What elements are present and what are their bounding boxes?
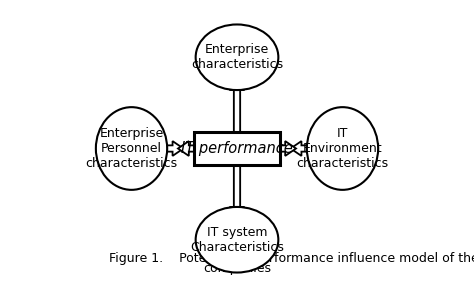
Ellipse shape	[96, 107, 167, 190]
Text: IT performance: IT performance	[181, 141, 293, 156]
Text: Figure 1.    Potential IT performance influence model of the construction: Figure 1. Potential IT performance influ…	[109, 252, 474, 266]
FancyArrow shape	[229, 90, 245, 143]
FancyArrow shape	[229, 79, 245, 132]
Ellipse shape	[196, 207, 278, 273]
Text: Enterprise
characteristics: Enterprise characteristics	[191, 43, 283, 71]
Text: IT system
Characteristics: IT system Characteristics	[190, 226, 284, 254]
Ellipse shape	[307, 107, 378, 190]
FancyArrow shape	[291, 141, 307, 156]
FancyArrow shape	[229, 154, 245, 207]
Text: IT
Environment
characteristics: IT Environment characteristics	[296, 127, 389, 170]
FancyArrow shape	[167, 141, 183, 156]
Text: Enterprise
Personnel
characteristics: Enterprise Personnel characteristics	[85, 127, 178, 170]
Text: companies: companies	[203, 262, 271, 275]
FancyArrow shape	[178, 141, 194, 156]
Ellipse shape	[196, 24, 278, 90]
FancyBboxPatch shape	[194, 132, 280, 165]
FancyArrow shape	[280, 141, 296, 156]
FancyArrow shape	[229, 165, 245, 218]
